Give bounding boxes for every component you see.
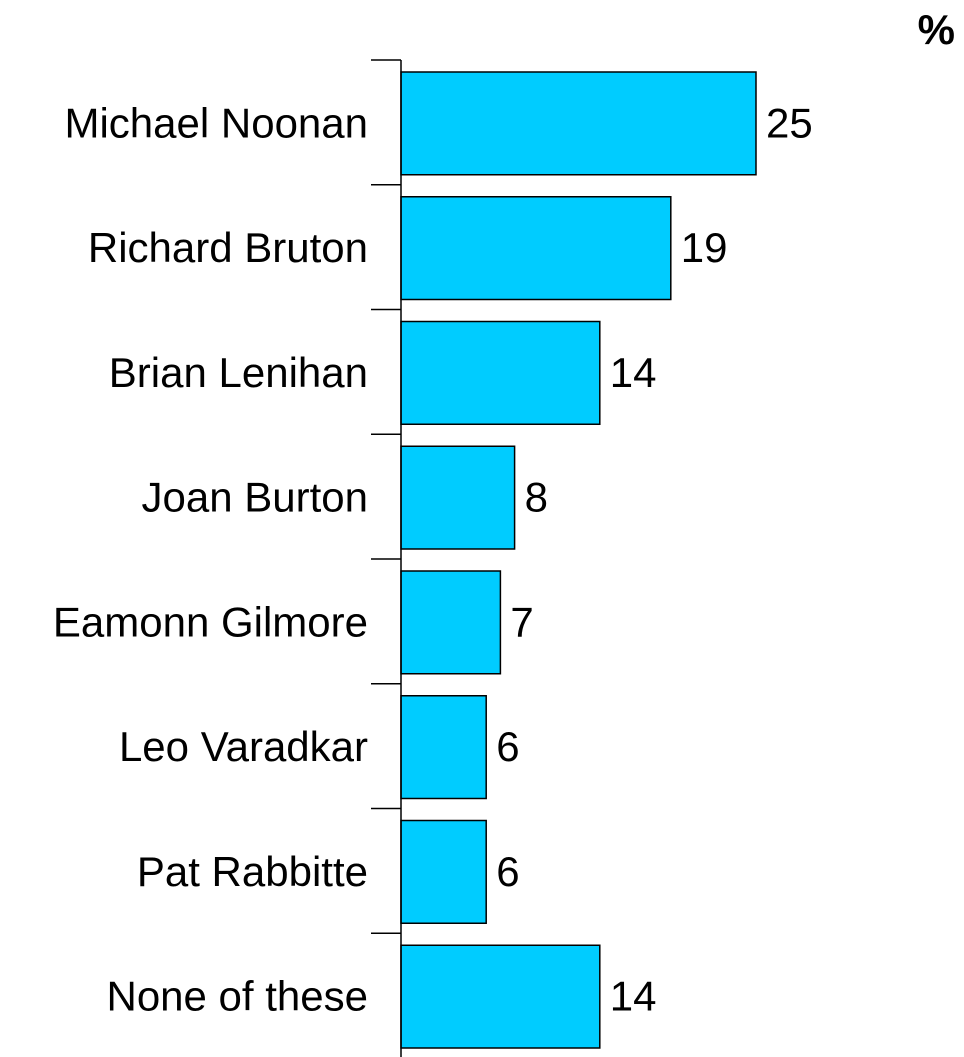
bar-none-of-these [400, 944, 601, 1049]
unit-label: % [918, 6, 955, 53]
bar-pat-rabbitte [400, 819, 487, 924]
bar-joan-burton [400, 445, 516, 550]
data-label: 14 [610, 973, 657, 1020]
data-label: 19 [681, 224, 728, 271]
category-label: Michael Noonan [64, 99, 368, 146]
category-label: Brian Lenihan [109, 349, 368, 396]
category-label: Leo Varadkar [119, 723, 368, 770]
bar-richard-bruton [400, 196, 672, 301]
bar-michael-noonan [400, 71, 757, 176]
category-label: None of these [106, 973, 368, 1020]
category-axis: Michael Noonan Richard Bruton Brian Leniha… [53, 59, 402, 1057]
bars-layer: 25 19 14 8 7 6 6 14 [400, 71, 813, 1049]
category-label: Richard Bruton [88, 224, 368, 271]
data-label: 7 [510, 598, 533, 645]
data-label: 14 [610, 349, 657, 396]
data-label: 25 [766, 99, 813, 146]
category-label: Eamonn Gilmore [53, 598, 368, 645]
bar-eamonn-gilmore [400, 570, 502, 675]
bar-leo-varadkar [400, 695, 487, 800]
data-label: 8 [525, 474, 548, 521]
category-label: Joan Burton [142, 474, 369, 521]
bar-brian-lenihan [400, 320, 601, 425]
data-label: 6 [496, 723, 519, 770]
data-label: 6 [496, 848, 519, 895]
category-label: Pat Rabbitte [137, 848, 368, 895]
